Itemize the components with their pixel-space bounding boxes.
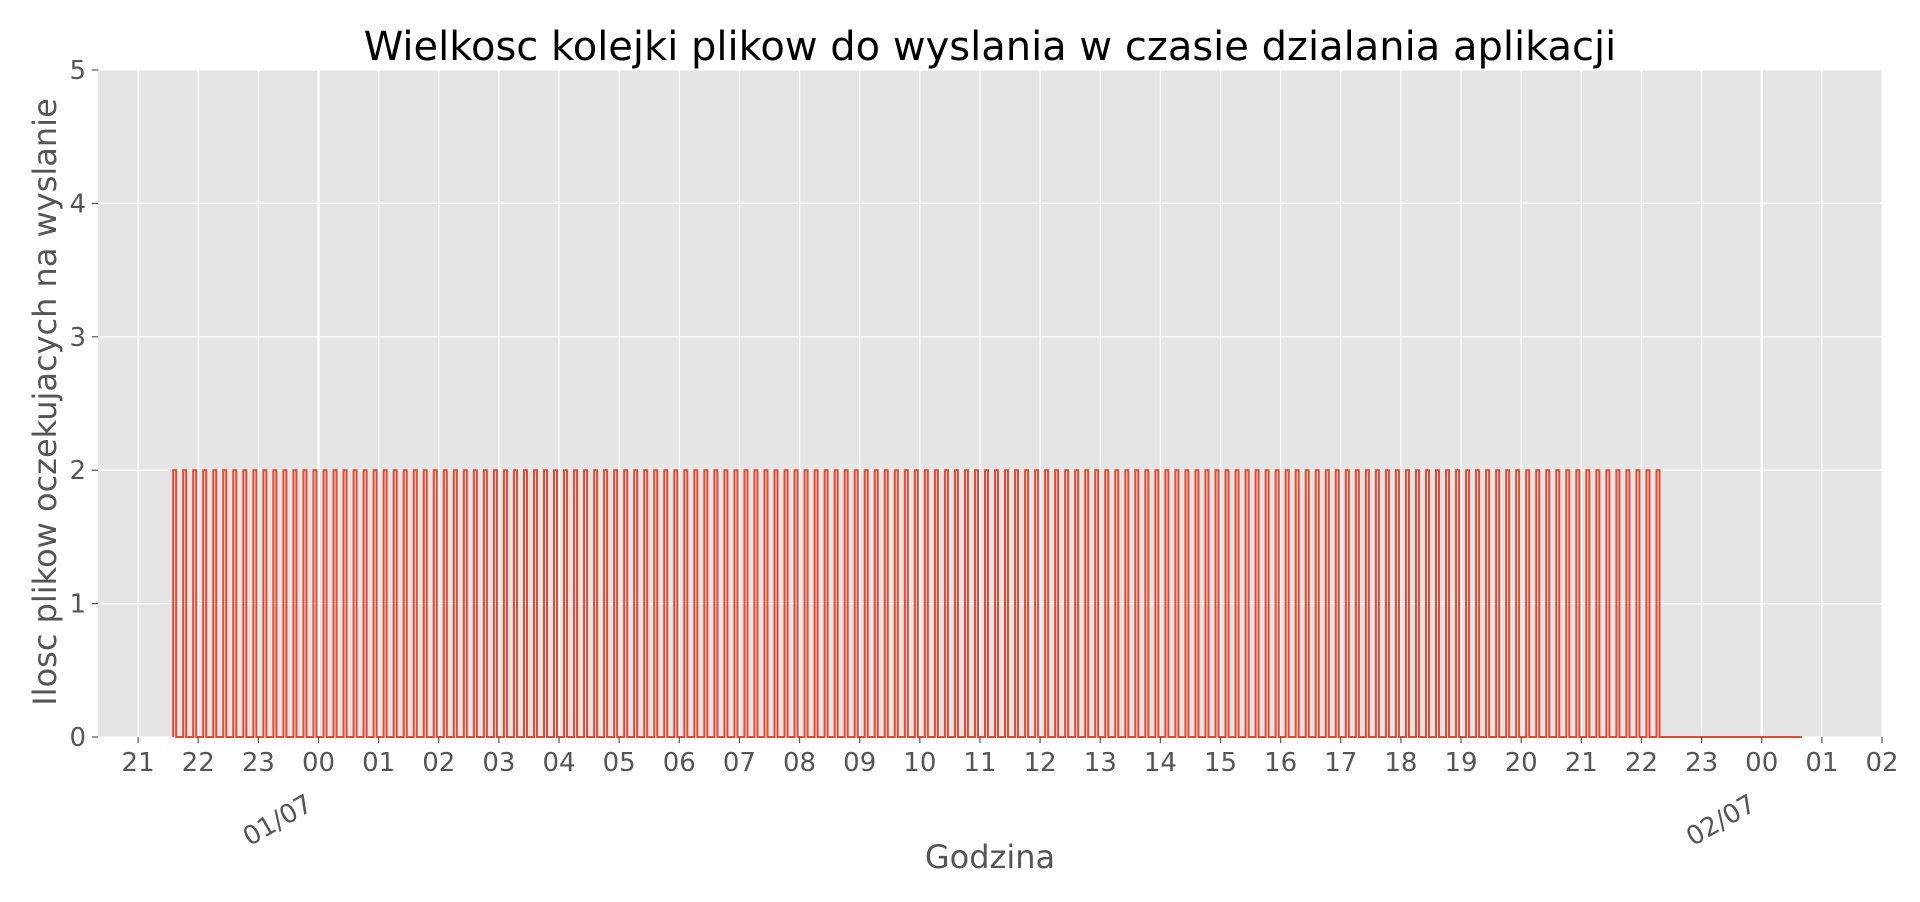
x-tick-label: 07 (723, 748, 756, 778)
y-tick-label: 1 (69, 590, 86, 620)
x-tick-label: 16 (1264, 748, 1297, 778)
y-tick-label: 3 (69, 323, 86, 353)
x-tick-label: 09 (843, 748, 876, 778)
data-series (172, 469, 1802, 738)
x-tick-label: 19 (1445, 748, 1478, 778)
x-tick-label: 15 (1204, 748, 1237, 778)
x-tick-label: 06 (663, 748, 696, 778)
y-axis-label: Ilosc plikow oczekujacych na wyslanie (26, 98, 64, 706)
x-tick-label: 02 (422, 748, 455, 778)
x-tick-label: 20 (1505, 748, 1538, 778)
x-tick-labels: 21 22 23 00 01 02 03 04 05 06 07 08 09 10 11 12 13 14 15 16… (122, 737, 1899, 778)
x-tick-label: 00 (1745, 748, 1778, 778)
y-tick-label: 0 (69, 723, 86, 753)
x-tick-label: 14 (1144, 748, 1177, 778)
plot-area-background (98, 70, 1882, 737)
x-tick-label: 10 (903, 748, 936, 778)
x-tick-label: 04 (542, 748, 575, 778)
y-tick-label: 2 (69, 456, 86, 486)
x-tick-label: 23 (242, 748, 275, 778)
x-tick-label: 22 (1625, 748, 1658, 778)
y-tick-labels: 0 1 2 3 4 5 (69, 56, 98, 753)
queue-size-series-line (172, 469, 1802, 738)
x-tick-label: 18 (1384, 748, 1417, 778)
x-tick-label: 17 (1324, 748, 1357, 778)
x-tick-label: 11 (963, 748, 996, 778)
x-tick-label: 01 (1805, 748, 1838, 778)
x-axis-label: Godzina (925, 838, 1055, 876)
x-tick-label: 00 (302, 748, 335, 778)
x-tick-label: 02 (1865, 748, 1898, 778)
x-tick-label: 12 (1024, 748, 1057, 778)
x-tick-label: 23 (1685, 748, 1718, 778)
x-date-label: 01/07 (238, 789, 318, 852)
x-date-label: 02/07 (1681, 789, 1761, 852)
x-tick-label: 08 (783, 748, 816, 778)
x-tick-label: 21 (122, 748, 155, 778)
x-tick-label: 01 (362, 748, 395, 778)
x-tick-label: 05 (603, 748, 636, 778)
x-tick-label: 22 (182, 748, 215, 778)
x-tick-label: 21 (1565, 748, 1598, 778)
x-tick-label: 13 (1084, 748, 1117, 778)
y-tick-label: 5 (69, 56, 86, 86)
chart-title: Wielkosc kolejki plikow do wyslania w cz… (364, 24, 1617, 70)
x-tick-label: 03 (482, 748, 515, 778)
y-tick-label: 4 (69, 189, 86, 219)
